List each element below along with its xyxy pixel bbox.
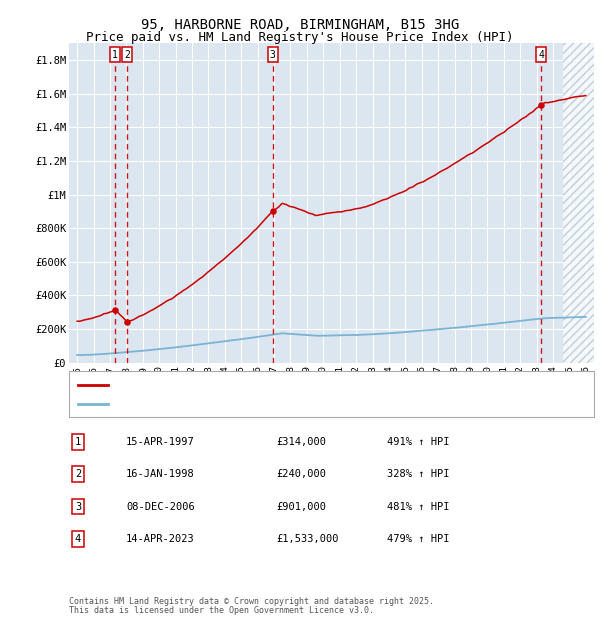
Text: £314,000: £314,000 <box>276 437 326 447</box>
Text: 2: 2 <box>75 469 81 479</box>
Text: 1: 1 <box>112 50 118 60</box>
Text: 481% ↑ HPI: 481% ↑ HPI <box>387 502 449 512</box>
Text: This data is licensed under the Open Government Licence v3.0.: This data is licensed under the Open Gov… <box>69 606 374 615</box>
Text: 08-DEC-2006: 08-DEC-2006 <box>126 502 195 512</box>
Text: £901,000: £901,000 <box>276 502 326 512</box>
Text: 2: 2 <box>124 50 130 60</box>
Text: £1,533,000: £1,533,000 <box>276 534 338 544</box>
Text: 328% ↑ HPI: 328% ↑ HPI <box>387 469 449 479</box>
Text: 95, HARBORNE ROAD, BIRMINGHAM, B15 3HG (semi-detached house): 95, HARBORNE ROAD, BIRMINGHAM, B15 3HG (… <box>112 379 472 390</box>
Bar <box>563 43 594 363</box>
Bar <box>563 43 594 363</box>
Text: Price paid vs. HM Land Registry's House Price Index (HPI): Price paid vs. HM Land Registry's House … <box>86 31 514 43</box>
Text: 1: 1 <box>75 437 81 447</box>
Text: 14-APR-2023: 14-APR-2023 <box>126 534 195 544</box>
Text: 95, HARBORNE ROAD, BIRMINGHAM, B15 3HG: 95, HARBORNE ROAD, BIRMINGHAM, B15 3HG <box>141 18 459 32</box>
Text: 3: 3 <box>75 502 81 512</box>
Text: 4: 4 <box>75 534 81 544</box>
Text: 16-JAN-1998: 16-JAN-1998 <box>126 469 195 479</box>
Text: 4: 4 <box>538 50 544 60</box>
Text: 479% ↑ HPI: 479% ↑ HPI <box>387 534 449 544</box>
Point <box>268 206 278 216</box>
Point <box>110 305 119 315</box>
Text: 3: 3 <box>270 50 276 60</box>
Point <box>536 100 546 110</box>
Text: HPI: Average price, semi-detached house, Birmingham: HPI: Average price, semi-detached house,… <box>112 399 418 409</box>
Text: £240,000: £240,000 <box>276 469 326 479</box>
Point <box>122 317 132 327</box>
Text: Contains HM Land Registry data © Crown copyright and database right 2025.: Contains HM Land Registry data © Crown c… <box>69 597 434 606</box>
Text: 491% ↑ HPI: 491% ↑ HPI <box>387 437 449 447</box>
Text: 15-APR-1997: 15-APR-1997 <box>126 437 195 447</box>
